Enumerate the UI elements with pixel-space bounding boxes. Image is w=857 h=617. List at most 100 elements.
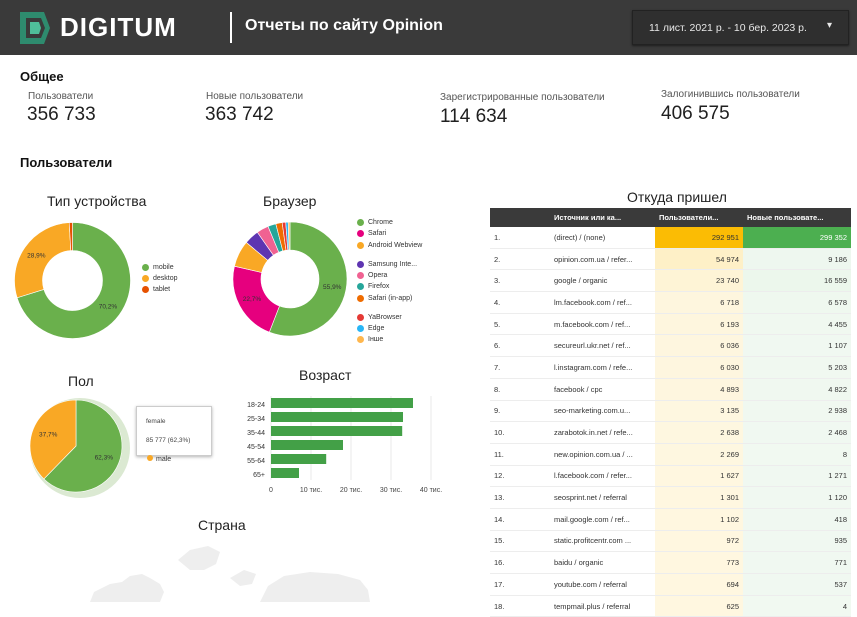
row-new-users: 1 107 [743, 334, 851, 358]
date-range-picker[interactable]: 11 лист. 2021 р. - 10 бер. 2023 р. ▾ [632, 10, 849, 45]
browser-legend-dot [357, 260, 364, 268]
browser-legend-dot [357, 324, 364, 332]
gender-slice-male[interactable] [29, 399, 77, 480]
col-users-header[interactable]: Пользователи... [655, 208, 743, 227]
row-index: 14. [490, 508, 550, 531]
row-source: mail.google.com / ref... [550, 508, 655, 531]
col-source-header[interactable]: Источник или ка... [550, 208, 655, 227]
browser-legend-label[interactable]: Samsung Inte... [368, 260, 418, 268]
browser-legend-label[interactable]: Chrome [368, 219, 393, 226]
browser-legend-dot [357, 230, 364, 238]
row-index: 18. [490, 595, 550, 617]
kpi-new-users-value: 363 742 [205, 104, 274, 125]
device-legend-label[interactable]: desktop [153, 275, 178, 282]
age-category-label: 65+ [253, 472, 265, 479]
device-slice-tablet[interactable] [68, 222, 73, 251]
device-slice-label: 28,9% [27, 252, 46, 259]
kpi-logged-in-label: Залогинившись пользователи [661, 89, 800, 100]
age-category-label: 35-44 [247, 430, 265, 437]
report-title: Отчеты по сайту Opinion [245, 17, 443, 34]
row-users: 972 [655, 530, 743, 553]
age-category-label: 25-34 [247, 416, 265, 423]
age-bar-55-64[interactable] [271, 454, 327, 464]
table-row[interactable]: 17. youtube.com / referral 694 537 [490, 573, 851, 596]
row-source: facebook / cpc [550, 378, 655, 401]
logo-text: DIGITUM [60, 12, 177, 42]
row-source: zarabotok.in.net / refe... [550, 421, 655, 444]
age-bar-25-34[interactable] [271, 412, 403, 422]
age-bar-chart[interactable]: 0 10 тис. 20 тис. 30 тис. 40 тис. 18-24 25-34 3… [233, 392, 443, 497]
device-legend-label[interactable]: mobile [153, 264, 174, 271]
row-source: seo-marketing.com.u... [550, 400, 655, 423]
row-new-users: 9 186 [743, 248, 851, 271]
row-index: 5. [490, 313, 550, 336]
table-row[interactable]: 8. facebook / cpc 4 893 4 822 [490, 378, 851, 401]
top-bar: DIGITUM Отчеты по сайту Opinion 11 лист.… [0, 0, 857, 55]
table-row[interactable]: 6. secureurl.ukr.net / ref... 6 036 1 107 [490, 334, 851, 358]
row-users: 6 193 [655, 313, 743, 336]
row-users: 694 [655, 573, 743, 596]
browser-legend-label[interactable]: Android Webview [368, 241, 423, 249]
age-bar-65+[interactable] [271, 468, 299, 478]
browser-legend-label[interactable]: Opera [368, 271, 388, 279]
gender-slice-label: 62,3% [95, 454, 114, 461]
age-bar-35-44[interactable] [271, 426, 403, 436]
age-category-label: 45-54 [247, 444, 265, 451]
table-row[interactable]: 18. tempmail.plus / referral 625 4 [490, 595, 851, 617]
table-row[interactable]: 14. mail.google.com / ref... 1 102 418 [490, 508, 851, 531]
row-source: l.instagram.com / refe... [550, 356, 655, 379]
row-new-users: 537 [743, 573, 851, 596]
device-legend-label[interactable]: tablet [153, 286, 171, 293]
table-row[interactable]: 15. static.profitcentr.com ... 972 935 [490, 530, 851, 553]
browser-legend-dot [357, 219, 364, 226]
age-bar-18-24[interactable] [271, 398, 413, 408]
row-index: 13. [490, 486, 550, 509]
age-chart-title: Возраст [299, 367, 352, 383]
table-row[interactable]: 7. l.instagram.com / refe... 6 030 5 203 [490, 356, 851, 379]
browser-legend-label[interactable]: YaBrowser [368, 313, 402, 321]
row-source: google / organic [550, 269, 655, 293]
browser-slice-інше[interactable] [287, 221, 291, 251]
device-slice-mobile[interactable] [16, 222, 131, 339]
table-row[interactable]: 11. new.opinion.com.ua / ... 2 269 8 [490, 443, 851, 466]
table-row[interactable]: 13. seosprint.net / referral 1 301 1 120 [490, 486, 851, 509]
gender-slice-female[interactable] [43, 399, 123, 493]
browser-slice-chrome[interactable] [268, 221, 348, 337]
device-donut-chart[interactable]: 70,2% 28,9% [10, 218, 135, 343]
row-new-users: 2 468 [743, 421, 851, 444]
row-users: 2 269 [655, 443, 743, 466]
row-new-users: 5 203 [743, 356, 851, 379]
device-slice-desktop[interactable] [14, 222, 72, 299]
gender-pie-chart[interactable]: 62,3% 37,7% [28, 396, 132, 500]
browser-legend-label[interactable]: Інше [368, 336, 384, 344]
row-index: 8. [490, 378, 550, 401]
row-source: new.opinion.com.ua / ... [550, 443, 655, 466]
table-row[interactable]: 4. lm.facebook.com / ref... 6 718 6 578 [490, 291, 851, 314]
table-row[interactable]: 16. baidu / organic 773 771 [490, 551, 851, 574]
col-new-users-header[interactable]: Новые пользовате... [743, 208, 851, 227]
table-row[interactable]: 10. zarabotok.in.net / refe... 2 638 2 468 [490, 421, 851, 444]
browser-donut-chart[interactable]: 55,9% 22,7% [229, 218, 351, 340]
table-row[interactable]: 5. m.facebook.com / ref... 6 193 4 455 [490, 313, 851, 336]
row-new-users: 418 [743, 508, 851, 531]
table-row[interactable]: 2. opinion.com.ua / refer... 54 974 9 186 [490, 248, 851, 271]
country-map[interactable] [80, 540, 370, 602]
row-new-users: 16 559 [743, 269, 851, 293]
row-new-users: 299 352 [743, 227, 851, 249]
table-row[interactable]: 9. seo-marketing.com.u... 3 135 2 938 [490, 400, 851, 423]
row-source: seosprint.net / referral [550, 486, 655, 509]
browser-legend-label[interactable]: Edge [368, 324, 385, 332]
age-bar-45-54[interactable] [271, 440, 343, 450]
row-index: 12. [490, 465, 550, 488]
row-index: 6. [490, 334, 550, 358]
browser-legend-label[interactable]: Safari (in-app) [368, 294, 413, 302]
browser-legend-label[interactable]: Firefox [368, 283, 390, 291]
browser-legend-label[interactable]: Safari [368, 230, 387, 238]
row-source: opinion.com.ua / refer... [550, 248, 655, 271]
row-source: tempmail.plus / referral [550, 595, 655, 617]
table-row[interactable]: 12. l.facebook.com / refer... 1 627 1 271 [490, 465, 851, 488]
kpi-new-users-label: Новые пользователи [206, 91, 304, 102]
table-row[interactable]: 3. google / organic 23 740 16 559 [490, 269, 851, 293]
table-row[interactable]: 1. (direct) / (none) 292 951 299 352 [490, 227, 851, 249]
caret-down-icon[interactable]: ▾ [826, 20, 832, 31]
